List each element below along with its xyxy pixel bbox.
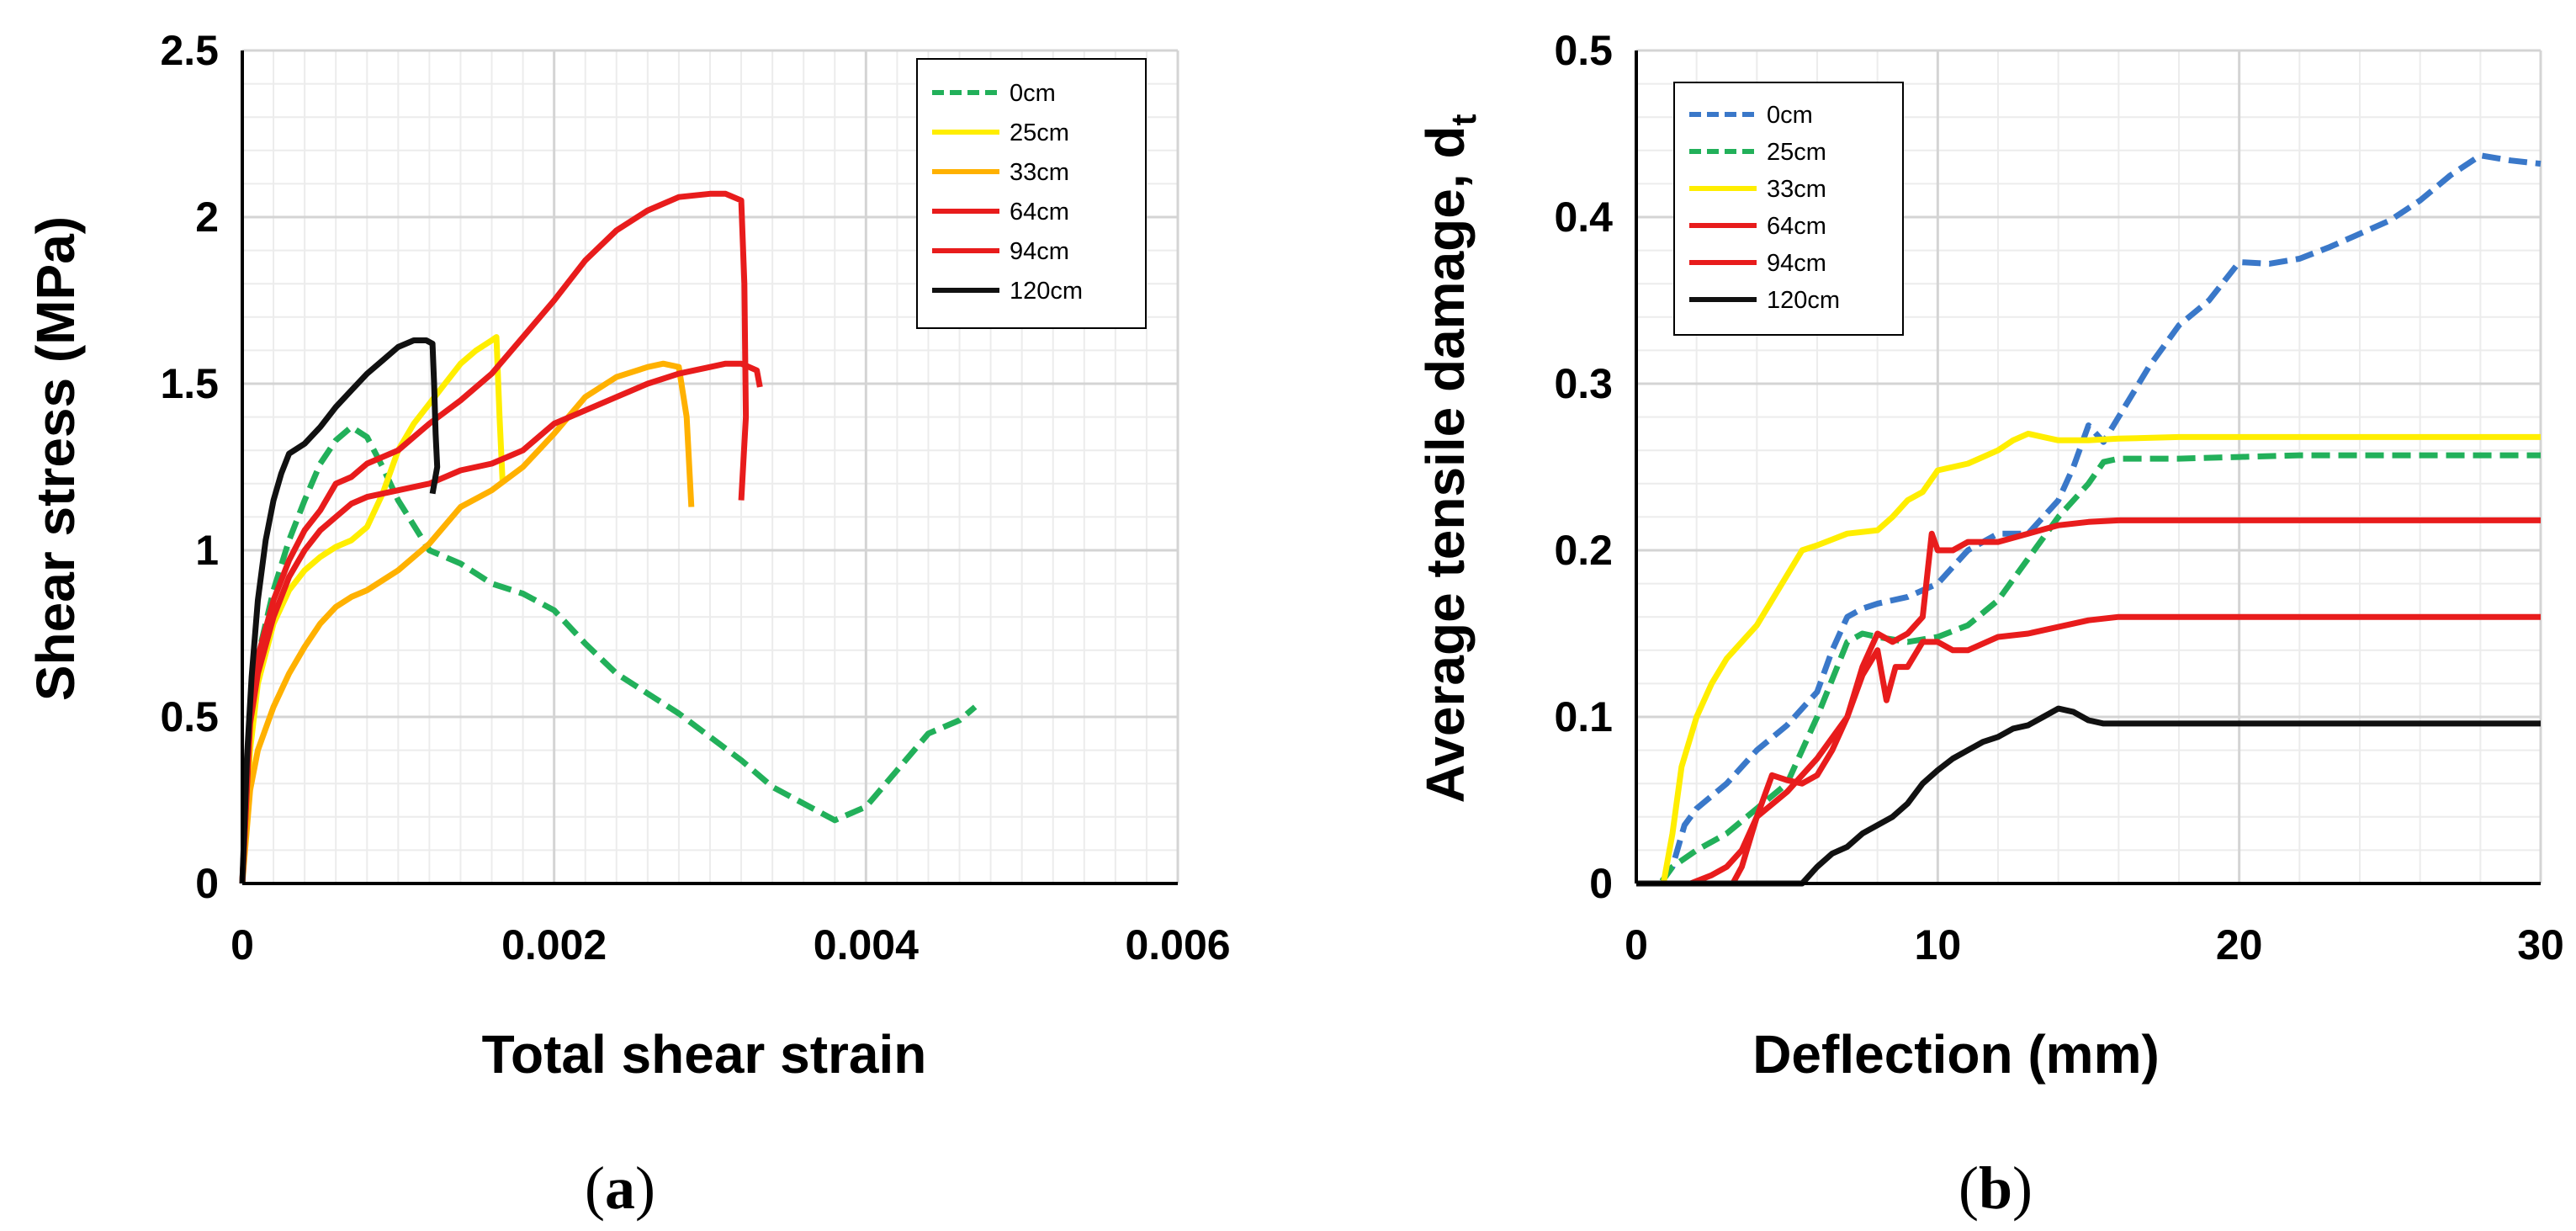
y-tick-label: 2.5 [160,27,219,74]
panel-a-ticks: 0 0.002 0.004 0.006 0 0.5 1 1.5 2 2.5 [160,27,1230,968]
panel-a-legend: 0cm 25cm 33cm 64cm 94cm 120cm [916,58,1147,329]
series-line-120cm [239,337,441,884]
panel-a-series [239,190,978,884]
y-tick-label: 0 [1589,860,1613,907]
legend-label-0cm: 0cm [1767,102,1813,129]
legend-label-25cm: 25cm [1010,119,1069,146]
series-line-0cm [1636,152,2542,887]
legend-label-94cm: 94cm [1010,238,1069,265]
x-tick-label: 10 [1915,921,1962,968]
panel-a-xlabel: Total shear strain [482,1024,927,1085]
panel-b-label: (b) [1959,1154,2033,1222]
y-tick-label: 0.4 [1554,194,1613,241]
legend-label-25cm: 25cm [1767,139,1826,166]
series-line-33cm [1636,430,2541,887]
panel-b-ylabel: Average tensile damage, dt [1415,114,1483,803]
series-line-94cm [239,360,763,884]
legend-label-120cm: 120cm [1767,287,1840,314]
y-tick-label: 0.2 [1554,527,1613,574]
y-tick-label: 0.3 [1554,360,1613,407]
legend-label-0cm: 0cm [1010,80,1056,107]
x-tick-label: 0 [1625,921,1648,968]
panel-a-label: (a) [585,1154,655,1222]
y-tick-label: 0 [195,860,219,907]
panel-b-ticks: 0 10 20 30 0 0.1 0.2 0.3 0.4 0.5 [1554,27,2563,968]
y-tick-label: 0.1 [1554,693,1613,740]
legend-label-33cm: 33cm [1767,176,1826,203]
legend-box [1673,82,1904,336]
y-tick-label: 2 [195,194,219,241]
x-tick-label: 20 [2216,921,2263,968]
x-tick-label: 0 [231,921,254,968]
x-tick-label: 0.006 [1125,921,1230,968]
panel-a-ylabel: Shear stress (MPa) [25,216,86,701]
legend-label-120cm: 120cm [1010,278,1083,305]
series-line-0cm [239,424,978,884]
series-line-120cm [1636,705,2541,887]
y-tick-label: 1.5 [160,360,219,407]
panel-a-chart: 0 0.002 0.004 0.006 0 0.5 1 1.5 2 2.5 Total shear… [25,27,1231,1222]
series-line-25cm [1636,452,2541,887]
series-line-33cm [239,360,695,884]
legend-label-94cm: 94cm [1767,250,1826,277]
x-tick-label: 30 [2517,921,2564,968]
y-tick-label: 0.5 [160,693,219,740]
panel-b-xlabel: Deflection (mm) [1752,1024,2160,1085]
legend-label-64cm: 64cm [1767,213,1826,240]
series-line-64cm [1636,517,2541,887]
legend-label-33cm: 33cm [1010,159,1069,186]
series-line-64cm [239,190,750,884]
series-line-94cm [1636,613,2541,887]
legend-box [916,58,1147,329]
x-tick-label: 0.004 [814,921,919,968]
panel-b-axes [1635,50,2541,885]
panel-b-legend: 0cm 25cm 33cm 64cm 94cm 120cm [1673,82,1904,336]
panel-a-axes [241,50,1178,885]
y-tick-label: 0.5 [1554,27,1613,74]
panel-b-series [1636,152,2542,887]
panel-b-ylabel-subscript: t [1444,114,1483,125]
x-tick-label: 0.002 [501,921,607,968]
legend-label-64cm: 64cm [1010,199,1069,226]
panel-b-ylabel-main: Average tensile damage, d [1415,125,1476,803]
y-tick-label: 1 [195,527,219,574]
